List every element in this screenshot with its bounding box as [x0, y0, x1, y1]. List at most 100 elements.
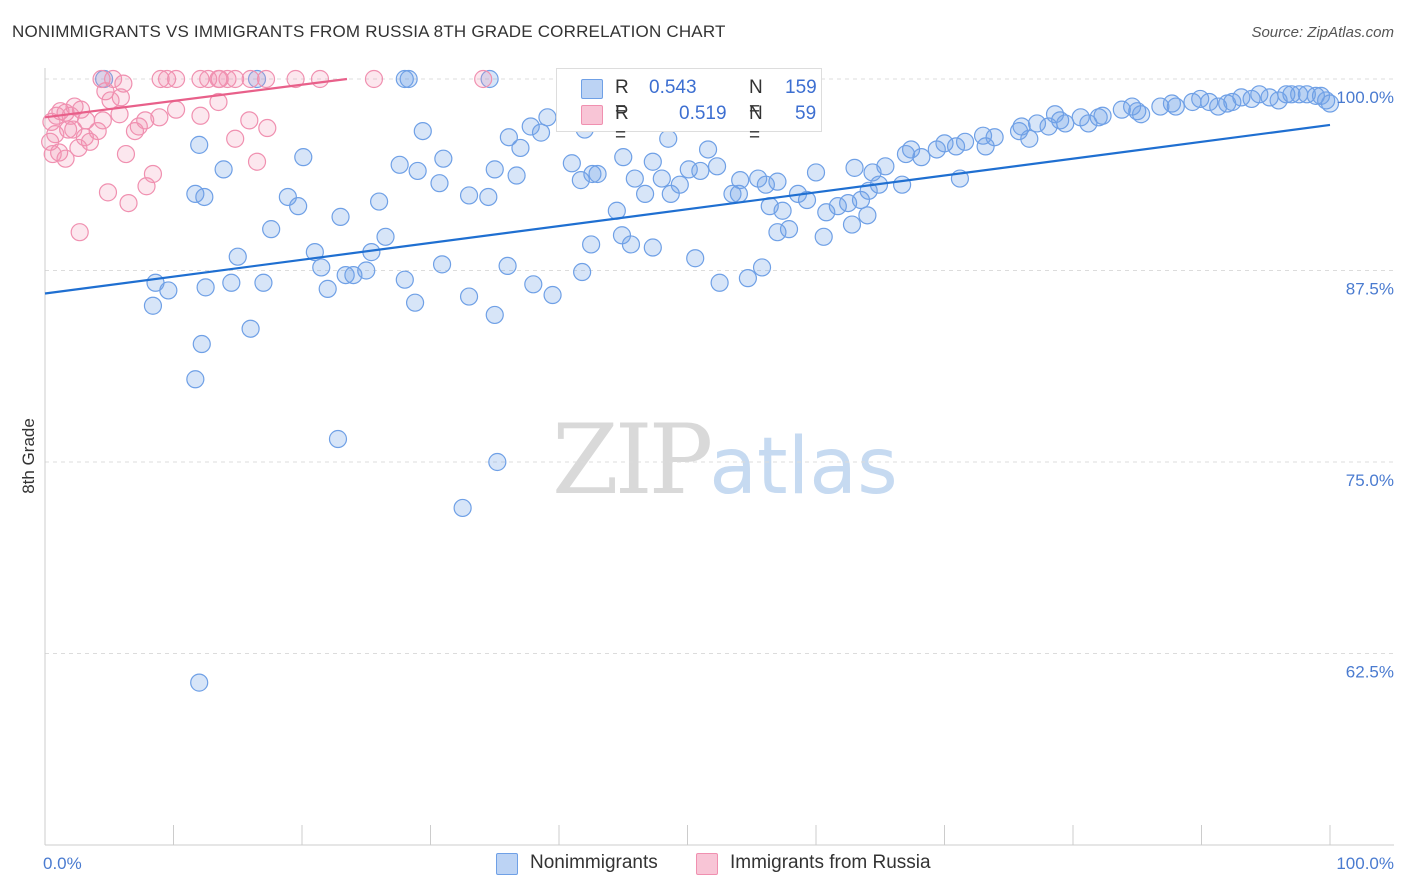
nonimmigrants-point: [434, 149, 453, 168]
nonimmigrants-point: [499, 128, 518, 147]
nonimmigrants-point: [192, 334, 211, 354]
nonimmigrants-point: [1089, 108, 1108, 127]
legend-r-value: 0.519: [679, 103, 727, 124]
nonimmigrants-point: [479, 187, 498, 207]
nonimmigrants-point: [691, 161, 710, 181]
nonimmigrants-point: [405, 293, 425, 312]
nonimmigrants-point: [896, 144, 916, 164]
nonimmigrants-point: [241, 319, 260, 338]
nonimmigrants-point: [768, 223, 787, 242]
russia-point: [119, 193, 138, 213]
nonimmigrants-point: [625, 169, 644, 188]
nonimmigrants-point: [797, 190, 817, 210]
trend-lines: [44, 77, 1331, 295]
russia-point: [88, 121, 107, 141]
nonimmigrants-point: [143, 296, 163, 315]
nonimmigrants-point: [1079, 114, 1098, 133]
nonimmigrants-point: [912, 148, 931, 167]
nonimmigrants-point: [318, 279, 337, 298]
nonimmigrants-point: [768, 172, 787, 191]
source-label: Source: ZipAtlas.com: [1251, 24, 1394, 41]
nonimmigrants-point: [573, 262, 592, 282]
nonimmigrants-point: [731, 171, 750, 190]
y-axis-label: 8th Grade: [19, 418, 38, 494]
russia-point: [240, 111, 259, 130]
russia-trend-line: [44, 77, 348, 119]
nonimmigrants-point: [1051, 111, 1070, 130]
nonimmigrants-point: [817, 203, 836, 222]
axes: [44, 68, 1394, 846]
nonimmigrants-point: [583, 164, 602, 184]
nonimmigrants-point: [262, 220, 281, 239]
tick-labels: 100.0% 87.5% 75.0% 62.5% 0.0% 100.0% 8th Grade: [19, 88, 1394, 873]
nonimmigrants-point: [643, 152, 662, 171]
nonimmigrants-point: [390, 155, 409, 174]
nonimmigrants-point: [670, 175, 689, 194]
nonimmigrants-point: [312, 258, 331, 277]
russia-point: [209, 92, 228, 112]
nonimmigrants-point: [842, 215, 862, 234]
nonimmigrants-point: [511, 138, 530, 158]
nonimmigrants-point: [336, 265, 355, 285]
nonimmigrants-point: [588, 164, 607, 184]
nonimmigrants-point: [892, 175, 912, 194]
russia-point: [150, 108, 169, 127]
nonimmigrants-point: [1250, 85, 1269, 104]
nonimmigrants-point: [294, 148, 313, 167]
nonimmigrants-point: [582, 235, 601, 254]
watermark-atlas: atlas: [709, 422, 898, 512]
nonimmigrants-point: [571, 171, 590, 190]
russia-point: [69, 138, 88, 158]
russia-point: [310, 69, 330, 89]
nonimmigrants-point: [1112, 100, 1131, 119]
nonimmigrants-point: [507, 166, 526, 185]
nonimmigrants-point: [430, 174, 449, 193]
nonimmigrants-point: [370, 192, 389, 211]
legend-r-label: R =: [615, 103, 629, 146]
nonimmigrants-point: [1128, 102, 1147, 121]
russia-point: [114, 74, 133, 93]
nonimmigrants-point: [254, 273, 273, 292]
nonimmigrants-point: [955, 132, 975, 151]
legend-swatch-blue: [581, 79, 603, 99]
nonimmigrants-point: [707, 157, 727, 176]
bottom-legend-label: Nonimmigrants: [530, 852, 658, 873]
nonimmigrants-point: [146, 273, 165, 292]
x-tick-label: 100.0%: [1336, 854, 1394, 873]
nonimmigrants-point: [851, 190, 871, 210]
nonimmigrants-point: [538, 108, 557, 127]
nonimmigrants-point: [413, 121, 432, 141]
y-tick-label: 100.0%: [1336, 88, 1394, 107]
nonimmigrants-point: [228, 247, 247, 266]
nonimmigrants-point: [729, 184, 749, 203]
nonimmigrants-point: [190, 673, 209, 692]
nonimmigrants-point: [614, 148, 633, 167]
russia-point: [137, 177, 156, 196]
russia-point: [258, 118, 277, 138]
nonimmigrants-point: [698, 140, 718, 159]
nonimmigrants-point: [710, 273, 729, 292]
correlation-legend: R = 0.543 N = 159 R = 0.519 N = 59: [556, 68, 822, 146]
nonimmigrants-point: [521, 117, 540, 136]
russia-point: [191, 69, 210, 89]
russia-point: [96, 82, 115, 101]
nonimmigrants-point: [1056, 114, 1075, 133]
nonimmigrants-point: [453, 498, 472, 518]
nonimmigrants-point: [858, 206, 877, 225]
y-tick-label: 87.5%: [1346, 280, 1394, 299]
russia-point: [136, 111, 155, 130]
nonimmigrants-point: [621, 235, 641, 254]
watermark: ZIPatlas: [552, 404, 898, 516]
legend-n-label: N =: [749, 103, 763, 146]
watermark-zip: ZIP: [552, 404, 713, 516]
nonimmigrants-point: [376, 227, 395, 246]
russia-point: [111, 88, 130, 107]
nonimmigrants-point: [946, 137, 966, 156]
bottom-legend-swatch-pink: [696, 853, 718, 875]
legend-r-value: 0.543: [649, 77, 697, 98]
russia-point: [226, 69, 245, 89]
russia-point: [226, 129, 245, 148]
nonimmigrants-point: [195, 187, 214, 207]
nonimmigrants-point: [686, 249, 705, 268]
